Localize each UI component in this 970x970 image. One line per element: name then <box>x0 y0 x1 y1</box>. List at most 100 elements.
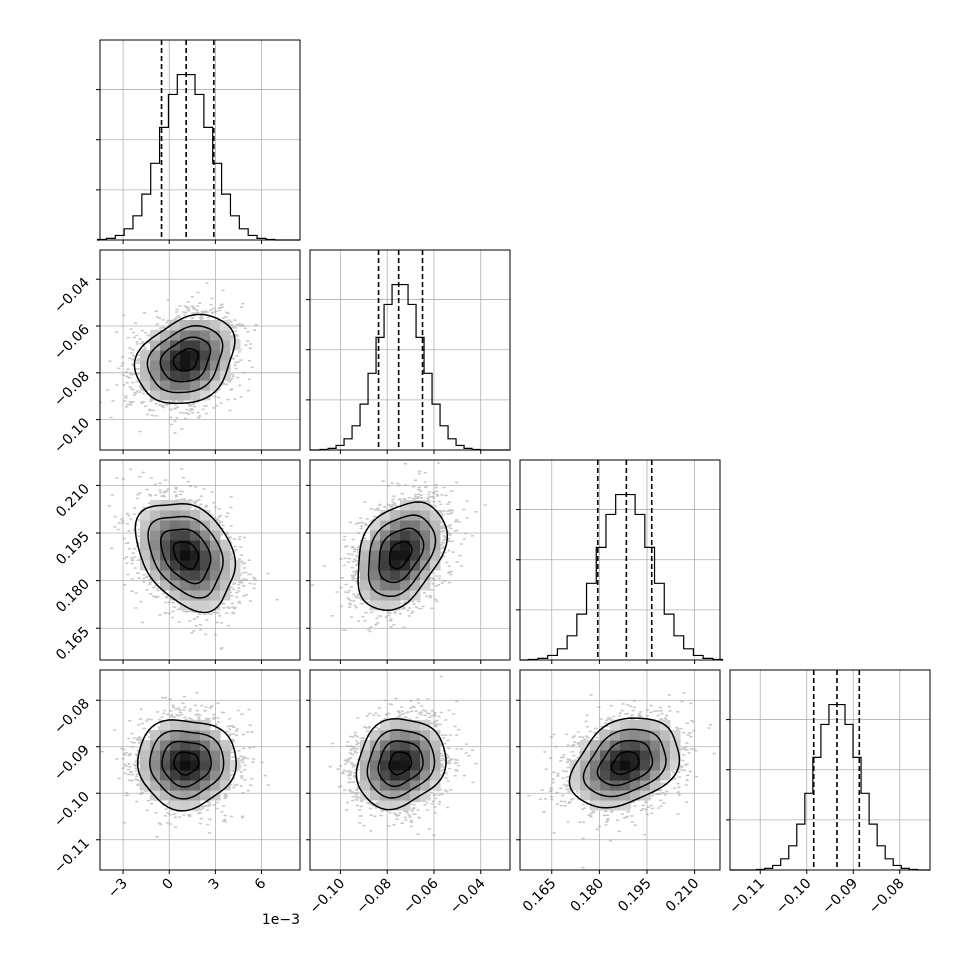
contour-2 <box>159 528 212 585</box>
x-tick-label: −0.11 <box>726 876 768 918</box>
histogram-4 <box>730 670 930 871</box>
density-cell <box>410 750 421 761</box>
density-cell <box>380 740 391 751</box>
density-cell <box>170 520 181 531</box>
density-cell <box>570 770 581 781</box>
density-cell <box>600 760 611 771</box>
density-cell <box>400 580 411 591</box>
density-cell <box>170 510 181 521</box>
panel-frame <box>519 669 721 871</box>
density-cell <box>610 800 621 811</box>
density-cell <box>610 770 621 781</box>
x-tick-label: −3 <box>105 876 131 902</box>
density-cell <box>390 560 401 571</box>
density-cell <box>660 730 671 741</box>
density-cell <box>160 340 171 351</box>
density-cell <box>230 340 241 351</box>
density-cell <box>180 360 191 371</box>
density-cell <box>200 360 211 371</box>
density-cell <box>640 750 651 761</box>
density-cell <box>370 580 381 591</box>
density-cell <box>160 760 171 771</box>
density-cell <box>370 790 381 801</box>
density-cell <box>180 760 191 771</box>
density-cell <box>140 380 151 391</box>
density-cell <box>140 350 151 361</box>
density-cell <box>180 530 191 541</box>
y-tick-label: −0.11 <box>51 835 93 877</box>
density-cell <box>360 570 371 581</box>
density-cell <box>190 550 201 561</box>
contour-1 <box>172 541 200 570</box>
contour-4 <box>134 503 237 614</box>
density-cell <box>180 730 191 741</box>
density-cell <box>410 780 421 791</box>
density-cell <box>140 560 151 571</box>
density-cell <box>630 750 641 761</box>
density-cell <box>610 750 621 761</box>
density-cell <box>390 520 401 531</box>
density-cell <box>170 740 181 751</box>
density-cell <box>160 580 171 591</box>
density-cell <box>230 760 241 771</box>
contour-3 <box>367 514 437 598</box>
density-cell <box>160 720 171 731</box>
density-cell <box>180 390 191 401</box>
density-cell <box>220 320 231 331</box>
density-cell <box>610 720 621 731</box>
density-cell <box>400 570 411 581</box>
density-cell <box>400 510 411 521</box>
density-cell <box>160 570 171 581</box>
density-cell <box>420 510 431 521</box>
density-cell <box>200 370 211 381</box>
y-tick-label: −0.09 <box>51 742 93 784</box>
panel-4-2 <box>310 670 510 870</box>
density-cell <box>410 560 421 571</box>
density-cell <box>170 370 181 381</box>
density-cell <box>200 520 211 531</box>
density-cell <box>420 520 431 531</box>
density-cell <box>170 780 181 791</box>
density-cell <box>170 770 181 781</box>
x-tick-label: 3 <box>206 876 224 894</box>
density-cell <box>210 600 221 611</box>
density-cell <box>150 770 161 781</box>
panel-frame <box>309 459 511 661</box>
y-tick-label: −0.10 <box>51 415 93 457</box>
contour-4 <box>355 718 447 811</box>
density-cell <box>200 510 211 521</box>
density-cell <box>430 770 441 781</box>
density-cell <box>180 510 191 521</box>
density-cell <box>410 520 421 531</box>
density-cell <box>570 780 581 791</box>
x-tick-label: −0.06 <box>400 875 442 917</box>
density-cell <box>160 520 171 531</box>
density-cell <box>180 500 191 511</box>
density-cell <box>400 540 411 551</box>
density-cell <box>190 330 201 341</box>
density-cell <box>650 770 661 781</box>
density-cell <box>160 350 171 361</box>
density-cell <box>180 720 191 731</box>
density-cell <box>220 750 231 761</box>
density-cell <box>390 740 401 751</box>
density-cell <box>420 780 431 791</box>
density-cell <box>180 540 191 551</box>
density-cell <box>150 390 161 401</box>
density-cell <box>210 730 221 741</box>
contour-1 <box>173 751 200 776</box>
density-cell <box>210 360 221 371</box>
x-tick-label: −0.08 <box>353 876 395 918</box>
density-cell <box>150 350 161 361</box>
density-cell <box>180 790 191 801</box>
density-cell <box>200 340 211 351</box>
density-cell <box>160 390 171 401</box>
density-cell <box>620 800 631 811</box>
density-cell <box>380 580 391 591</box>
histogram-step <box>310 283 510 451</box>
x-tick-label: −0.08 <box>866 876 908 918</box>
density-cell <box>400 740 411 751</box>
density-cell <box>630 730 641 741</box>
density-cell <box>140 760 151 771</box>
density-cell <box>170 560 181 571</box>
